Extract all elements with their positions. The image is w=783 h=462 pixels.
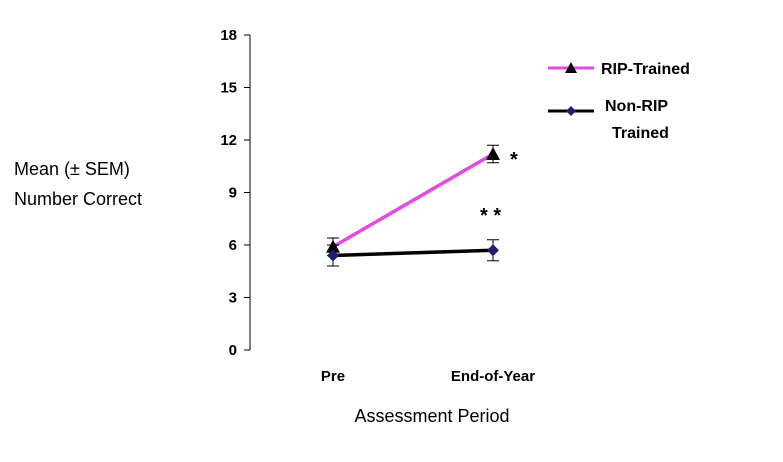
y-tick-label-15: 15	[220, 80, 237, 97]
point-rip-trained-0	[326, 239, 340, 253]
y-tick-label-9: 9	[229, 185, 237, 202]
error-bars-layer	[327, 144, 499, 267]
y-tick-label-12: 12	[220, 132, 237, 149]
series-line-rip-trained	[331, 152, 495, 249]
point-non-rip-trained-1	[487, 244, 499, 257]
legend-label-non-rip-line-1: Non-RIP	[605, 98, 668, 115]
y-axis-label-line-2: Number Correct	[14, 189, 142, 209]
legend-marker-triangle-icon	[565, 62, 577, 73]
x-tick-label-end-of-year: End-of-Year	[451, 368, 535, 385]
x-axis-label: Assessment Period	[354, 406, 509, 426]
legend-marker-diamond-icon	[566, 106, 576, 116]
y-tick-label-3: 3	[229, 290, 237, 307]
y-tick-label-18: 18	[220, 27, 237, 44]
y-tick-label-6: 6	[229, 237, 237, 254]
y-axis-label-line-1: Mean (± SEM)	[14, 159, 130, 179]
significance-annotation-1: *	[510, 149, 518, 171]
text-layer: Mean (± SEM) Number Correct Assessment P…	[14, 149, 518, 426]
legend-label-non-rip-line-2: Trained	[612, 125, 669, 142]
series-lines-layer	[331, 152, 495, 258]
significance-annotation-2: * *	[480, 205, 501, 227]
axes-layer: 0 3 6 9 12 15 18 Pre End-of-Year	[220, 27, 535, 385]
legend: RIP-Trained Non-RIP Trained	[548, 61, 690, 142]
y-tick-label-0: 0	[229, 342, 237, 359]
series-line-non-rip-trained	[331, 248, 495, 258]
x-tick-label-pre: Pre	[321, 368, 345, 385]
markers-layer	[326, 147, 500, 262]
legend-label-rip-trained: RIP-Trained	[601, 61, 690, 78]
point-non-rip-trained-0	[327, 249, 339, 262]
point-rip-trained-1	[486, 147, 500, 160]
